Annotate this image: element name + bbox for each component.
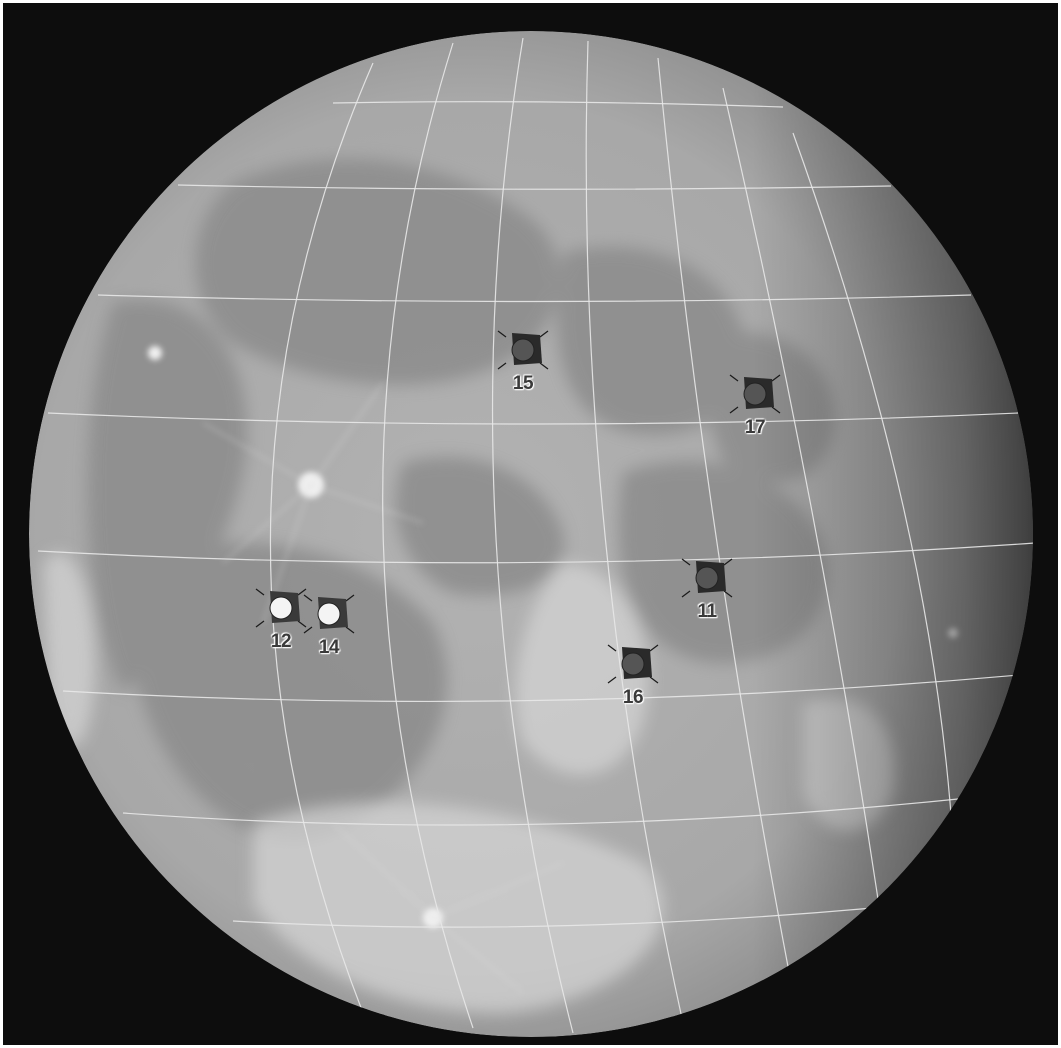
landing-site-11: 11	[672, 551, 742, 631]
lunar-module-icon	[497, 330, 549, 370]
lunar-module-icon	[607, 644, 659, 684]
lunar-module-icon	[729, 374, 781, 414]
landing-site-label: 12	[270, 631, 292, 652]
coordinate-grid	[37, 37, 1033, 1034]
landing-site-15: 15	[488, 323, 558, 403]
lunar-module-icon	[303, 594, 355, 634]
landing-site-14: 14	[294, 587, 364, 667]
lunar-module-icon	[681, 558, 733, 598]
moon-surface	[29, 31, 1033, 1037]
landing-site-label: 11	[697, 601, 717, 622]
moon-globe	[29, 31, 1033, 1037]
moon-map: 15 17 11 12 14 16	[3, 3, 1058, 1045]
landing-site-16: 16	[598, 637, 668, 717]
landing-site-label: 16	[622, 687, 644, 708]
lunar-module-icon	[255, 588, 307, 628]
landing-site-12: 12	[246, 581, 316, 661]
landing-site-label: 17	[744, 417, 766, 438]
landing-site-label: 14	[318, 637, 340, 658]
landing-site-label: 15	[512, 373, 534, 394]
landing-site-17: 17	[720, 367, 790, 447]
